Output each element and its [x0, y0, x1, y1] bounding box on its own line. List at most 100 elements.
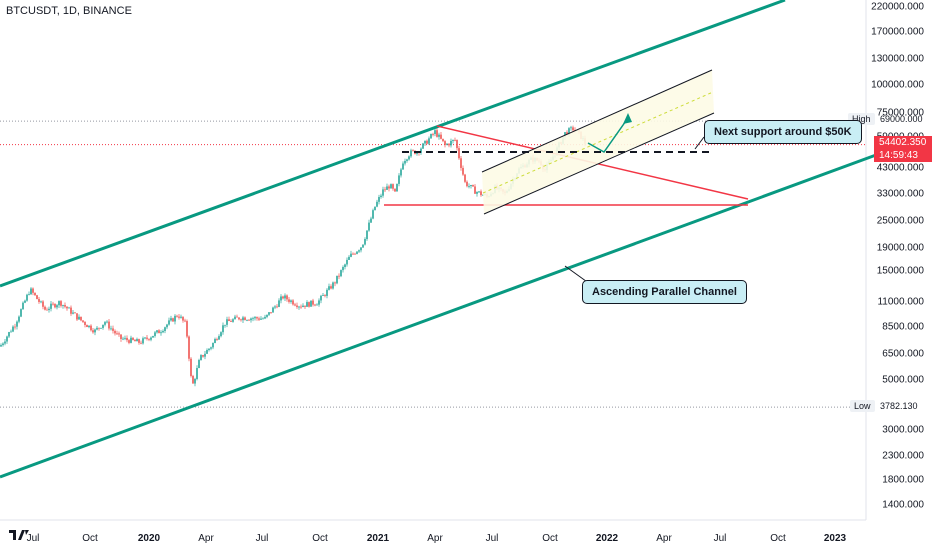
candle-body — [284, 295, 286, 299]
candle-body — [4, 341, 6, 344]
candle-body — [424, 140, 426, 144]
candle-body — [334, 282, 336, 284]
candle-body — [354, 253, 356, 255]
candle-body — [12, 326, 14, 332]
candle-body — [22, 302, 24, 310]
candle-body — [328, 286, 330, 290]
candle-body — [454, 139, 456, 141]
candle-body — [76, 313, 78, 320]
candle-body — [74, 312, 76, 314]
candle-body — [198, 360, 200, 368]
price-tick-label: 1400.000 — [882, 499, 924, 511]
candle-body — [292, 300, 294, 305]
candle-body — [98, 327, 100, 329]
candle-body — [400, 169, 402, 176]
candle-body — [232, 319, 234, 322]
time-tick-label: 2021 — [366, 533, 390, 544]
candle-body — [8, 332, 10, 337]
candle-body — [458, 148, 460, 159]
candle-body — [222, 325, 224, 333]
candle-body — [0, 345, 2, 347]
price-tick-label: 220000.000 — [871, 1, 924, 13]
candle-body — [230, 321, 232, 322]
candle-body — [64, 304, 66, 307]
candle-body — [274, 306, 276, 308]
candle-body — [244, 317, 246, 321]
candle-body — [178, 316, 180, 318]
candle-body — [430, 133, 432, 139]
candle-body — [218, 336, 220, 340]
candle-body — [278, 300, 280, 307]
candle-body — [78, 316, 80, 320]
candle-body — [140, 342, 142, 344]
support-annotation[interactable]: Next support around $50K — [704, 120, 862, 144]
candle-body — [346, 259, 348, 265]
current-price-tag: 54402.350 14:59:43 — [874, 136, 932, 162]
candle-body — [40, 301, 42, 303]
candle-body — [326, 289, 328, 296]
candle-body — [388, 186, 390, 189]
candle-body — [18, 316, 20, 322]
candle-body — [426, 140, 428, 144]
candle-body — [348, 256, 350, 260]
candle-body — [276, 306, 278, 308]
candle-body — [364, 239, 366, 245]
candle-body — [428, 138, 430, 144]
candle-body — [122, 338, 124, 340]
tradingview-logo-icon — [9, 530, 29, 540]
time-tick-label: Oct — [542, 533, 558, 544]
channel-annotation[interactable]: Ascending Parallel Channel — [582, 280, 747, 304]
candle-body — [482, 194, 484, 196]
candle-body — [392, 184, 394, 189]
candle-body — [42, 301, 44, 307]
candle-body — [290, 300, 292, 302]
candle-body — [460, 158, 462, 168]
candle-body — [456, 139, 458, 149]
candle-body — [442, 138, 444, 142]
candle-body — [402, 163, 404, 170]
projection-arrow-path — [587, 117, 629, 153]
candle-body — [36, 295, 38, 300]
candle-body — [314, 304, 316, 306]
candle-body — [112, 328, 114, 331]
candle-body — [16, 321, 18, 327]
candle-body — [254, 317, 256, 319]
candle-body — [118, 333, 120, 335]
candle-body — [104, 322, 106, 325]
candle-body — [390, 184, 392, 189]
price-tick-label: 1800.000 — [882, 474, 924, 486]
candle-body — [186, 321, 188, 337]
candle-body — [282, 296, 284, 299]
candle-body — [80, 316, 82, 321]
candle-body — [224, 324, 226, 326]
price-tick-label: 33000.000 — [876, 188, 924, 200]
candle-body — [62, 304, 64, 306]
candle-body — [322, 295, 324, 296]
candle-body — [358, 250, 360, 252]
candle-body — [318, 300, 320, 305]
time-tick-label: Jul — [255, 533, 269, 544]
time-tick-label: 2020 — [137, 533, 161, 544]
candle-body — [164, 327, 166, 331]
candle-body — [150, 337, 152, 340]
candle-body — [298, 306, 300, 308]
price-tick-label: 19000.000 — [876, 242, 924, 254]
candle-body — [308, 302, 310, 307]
candle-body — [54, 304, 56, 308]
candle-body — [568, 128, 570, 135]
candle-body — [466, 181, 468, 187]
candle-body — [286, 295, 288, 300]
time-tick-label: Oct — [312, 533, 328, 544]
candle-body — [336, 275, 338, 284]
candle-body — [344, 264, 346, 268]
candle-body — [408, 156, 410, 160]
candle-body — [288, 299, 290, 302]
rising-channel-upper-line — [481, 69, 713, 173]
candle-countdown: 14:59:43 — [879, 150, 918, 161]
candle-body — [84, 321, 86, 325]
candle-body — [272, 307, 274, 313]
candle-body — [58, 301, 60, 306]
candle-body — [216, 339, 218, 340]
